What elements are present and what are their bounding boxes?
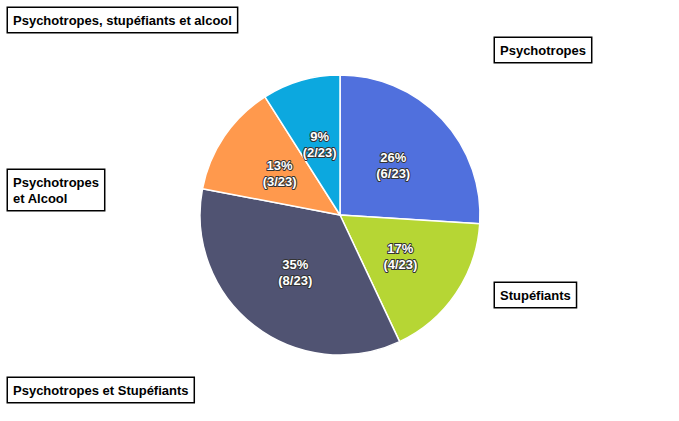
svg-text:(2/23): (2/23)	[303, 145, 337, 160]
svg-text:Stupéfiants: Stupéfiants	[500, 288, 571, 303]
svg-text:et Alcool: et Alcool	[13, 191, 67, 206]
svg-text:(4/23): (4/23)	[383, 257, 417, 272]
svg-text:(8/23): (8/23)	[278, 273, 312, 288]
svg-text:35%: 35%	[282, 257, 308, 272]
svg-text:9%: 9%	[310, 129, 329, 144]
svg-text:Psychotropes: Psychotropes	[13, 175, 99, 190]
svg-text:Psychotropes, stupéfiants et a: Psychotropes, stupéfiants et alcool	[13, 13, 232, 28]
svg-text:17%: 17%	[387, 241, 413, 256]
svg-text:(3/23): (3/23)	[263, 174, 297, 189]
svg-text:13%: 13%	[267, 158, 293, 173]
svg-text:(6/23): (6/23)	[376, 166, 410, 181]
svg-text:Psychotropes: Psychotropes	[500, 43, 586, 58]
svg-text:26%: 26%	[380, 150, 406, 165]
svg-text:Psychotropes et Stupéfiants: Psychotropes et Stupéfiants	[13, 383, 189, 398]
